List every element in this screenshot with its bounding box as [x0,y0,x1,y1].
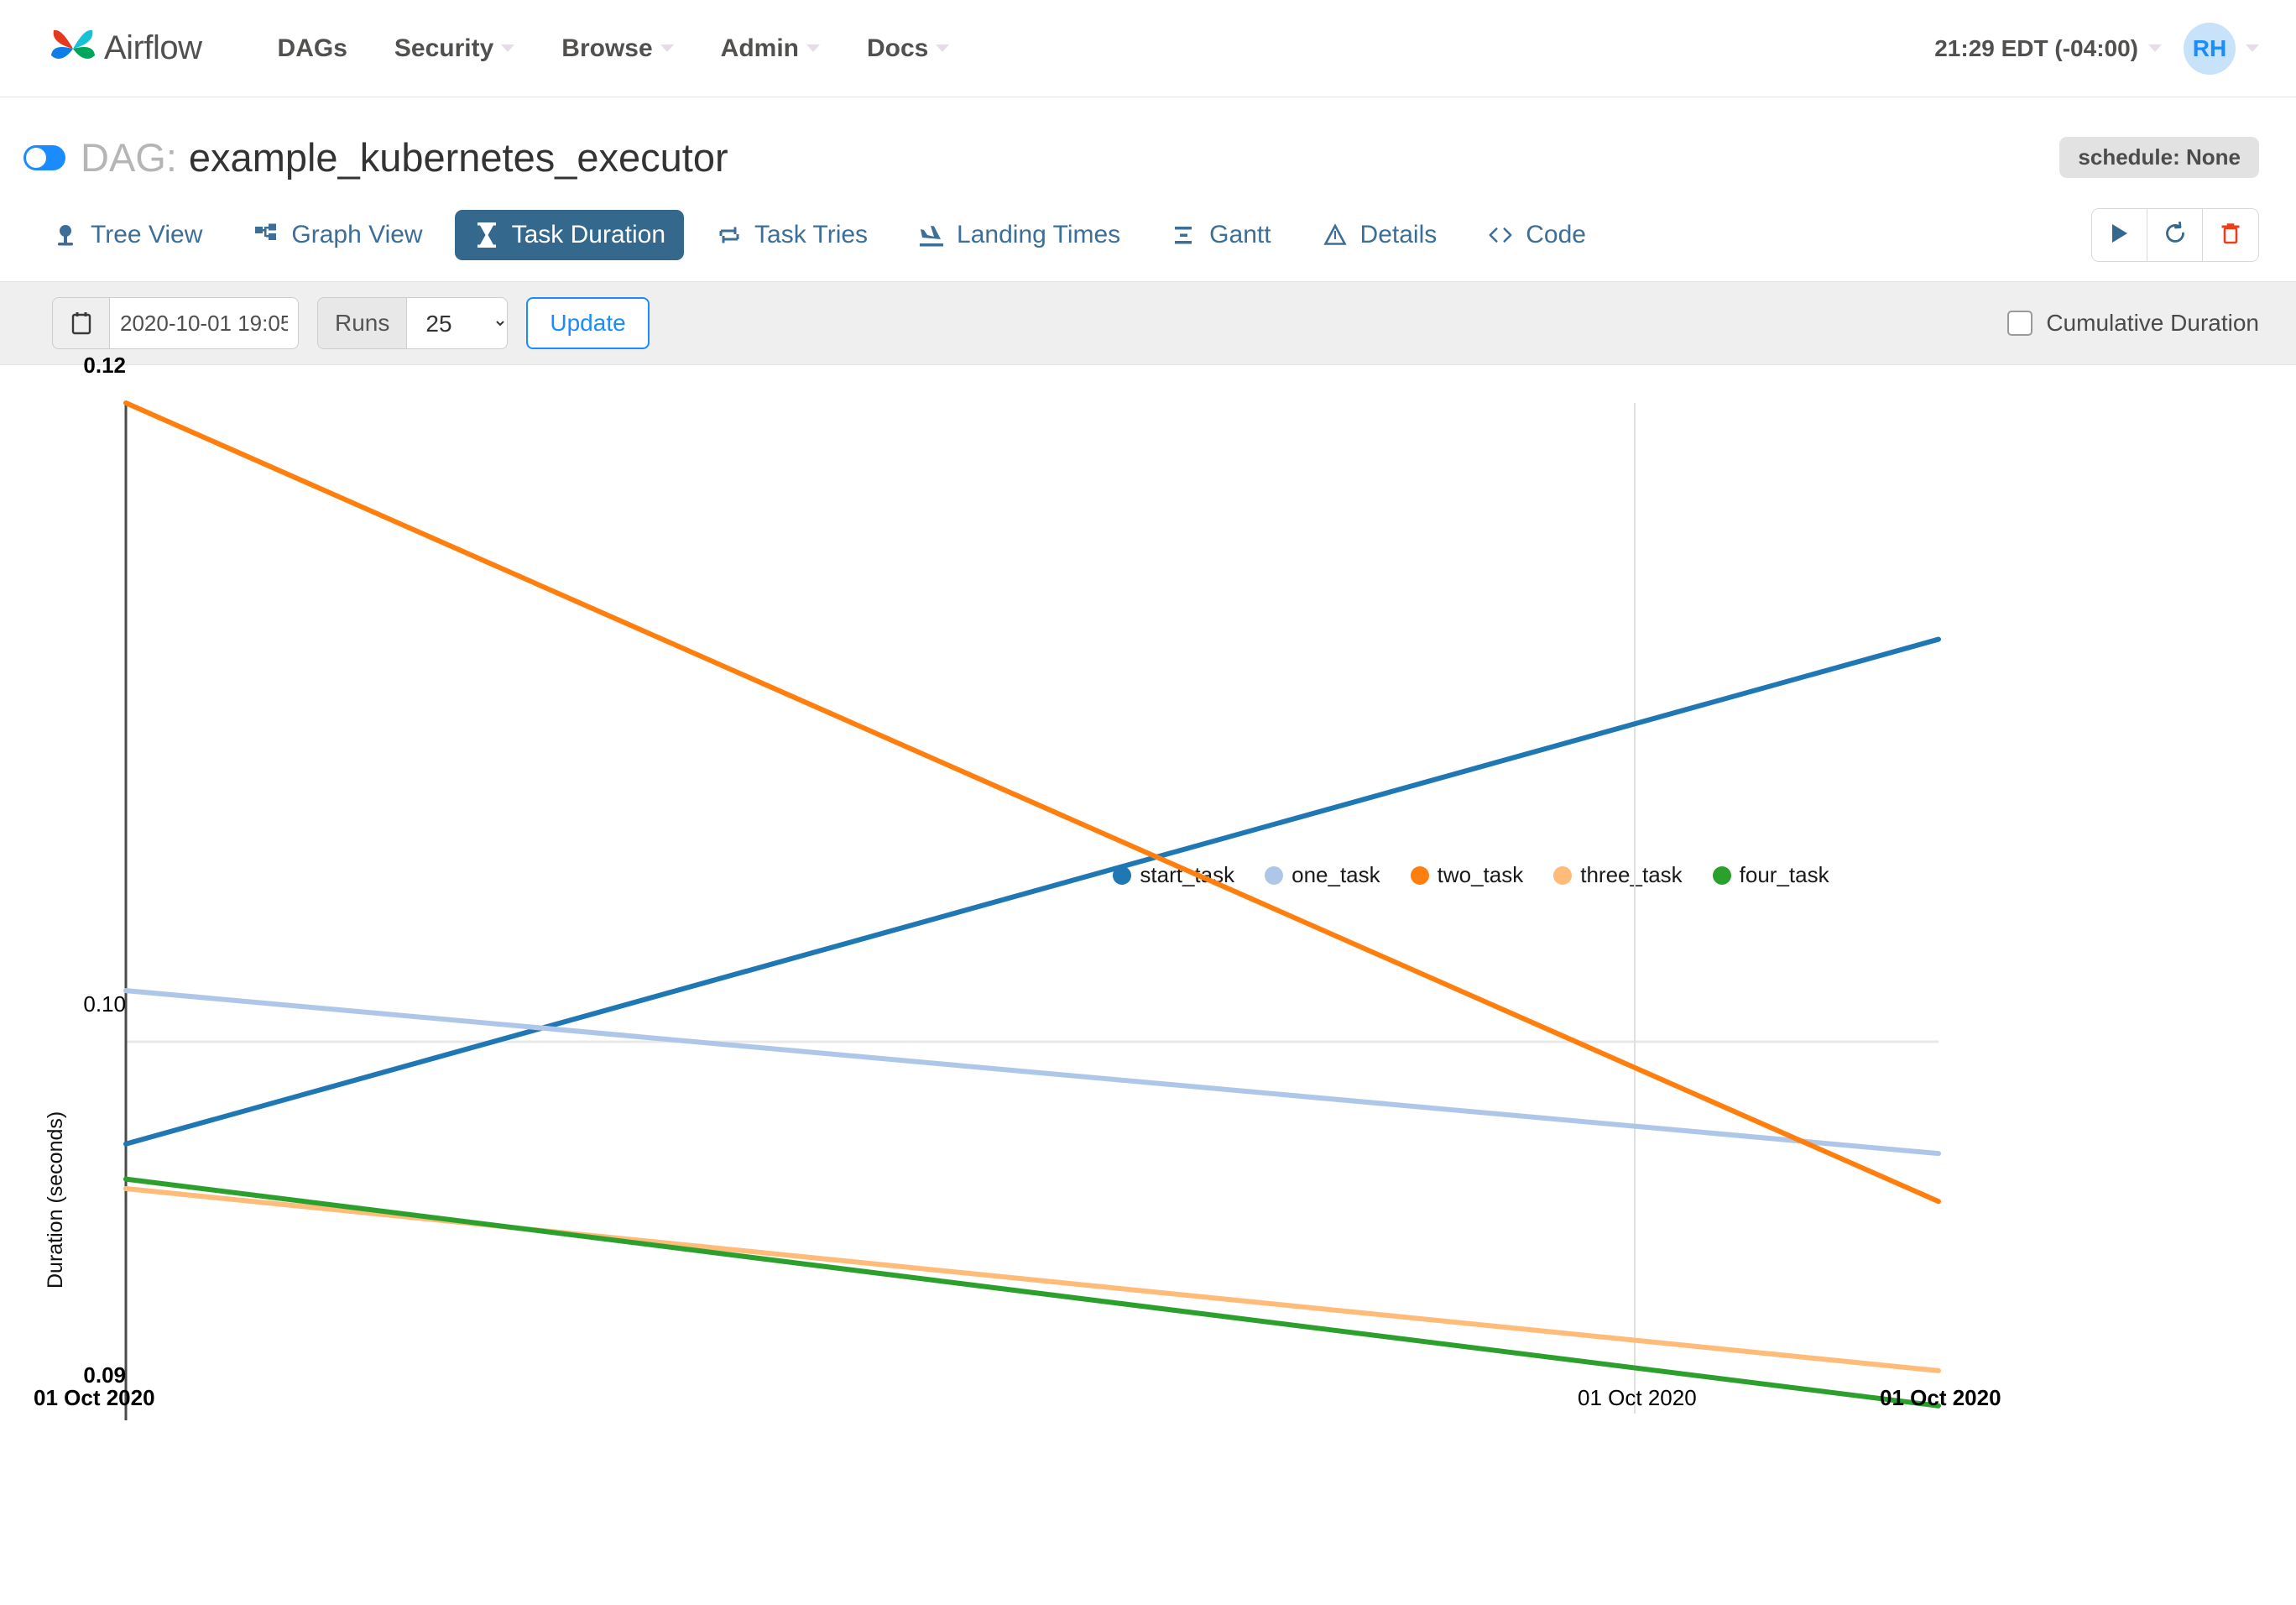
cumulative-duration-label: Cumulative Duration [2046,310,2259,336]
legend-label: three_task [1580,862,1683,887]
timezone-label: 21:29 EDT (-04:00) [1934,34,2138,61]
legend-item-three_task[interactable]: three_task [1553,862,1683,888]
chevron-down-icon [806,44,820,52]
legend-label: one_task [1292,862,1380,887]
page-title: example_kubernetes_executor [188,135,728,180]
play-icon [2109,222,2131,249]
refresh-icon [2163,221,2187,249]
legend-item-four_task[interactable]: four_task [1712,862,1829,888]
schedule-badge: schedule: None [2059,137,2259,178]
tree-icon [52,222,79,248]
timezone-selector[interactable]: 21:29 EDT (-04:00) [1934,35,2162,62]
legend-item-one_task[interactable]: one_task [1265,862,1380,888]
update-button[interactable]: Update [526,297,650,349]
hourglass-icon [473,222,500,248]
plane-landing-icon [918,222,945,248]
user-menu[interactable]: RH [2184,22,2259,75]
tab-gantt-label: Gantt [1209,221,1271,248]
x-tick-0: 01 Oct 2020 [34,1385,155,1410]
chevron-down-icon [936,44,950,52]
nav-item-security-label: Security [394,34,494,62]
nav-item-docs-label: Docs [866,34,929,62]
navbar: Airflow DAGs Security Browse Admin Docs … [0,0,2296,97]
navbar-right: 21:29 EDT (-04:00) RH [1934,22,2259,75]
tab-details-label: Details [1359,221,1438,248]
dag-tabbar: Tree View Graph View Task Duration Task … [0,201,2296,269]
trash-icon [2220,222,2241,249]
brand-logo-link[interactable]: Airflow [47,23,202,75]
code-brackets-icon [1487,222,1514,248]
y-tick-1: 0.10 [83,991,126,1017]
num-runs-select[interactable]: 25 [407,297,509,349]
chart-plot-svg [123,400,1941,1420]
date-picker-group [52,297,299,349]
dag-pause-toggle[interactable] [23,144,65,170]
chevron-down-icon [501,44,515,52]
dag-action-buttons [2091,208,2259,262]
task-duration-chart: start_task one_task two_task three_task … [0,353,2296,1473]
tab-graph-view-label: Graph View [291,221,423,248]
nav-item-admin[interactable]: Admin [697,34,843,63]
x-tick-2: 01 Oct 2020 [1880,1385,2001,1410]
tab-landing-times[interactable]: Landing Times [900,210,1139,260]
tab-landing-times-label: Landing Times [957,221,1121,248]
tab-code-label: Code [1526,221,1586,248]
dag-prefix-label: DAG: [81,135,177,180]
chart-y-axis-title: Duration (seconds) [44,1111,67,1289]
nav-item-dags-label: DAGs [277,34,347,62]
tab-tree-view[interactable]: Tree View [34,210,221,260]
tab-task-duration[interactable]: Task Duration [454,210,685,260]
retry-icon [716,222,743,248]
brand-text: Airflow [104,29,202,66]
tab-task-tries[interactable]: Task Tries [697,210,886,260]
delete-dag-button[interactable] [2203,209,2258,261]
tab-tree-view-label: Tree View [91,221,203,248]
trigger-dag-button[interactable] [2092,209,2147,261]
legend-label: two_task [1437,862,1524,887]
checkbox-box [2007,311,2033,336]
triangle-alert-icon [1322,222,1349,248]
legend-swatch [1265,865,1284,885]
chevron-down-icon [2148,44,2162,52]
nav-item-dags[interactable]: DAGs [254,34,371,63]
y-tick-2: 0.09 [83,1362,126,1388]
graph-icon [253,222,279,248]
x-tick-1: 01 Oct 2020 [1578,1385,1697,1410]
tab-code[interactable]: Code [1469,210,1605,260]
tab-gantt[interactable]: Gantt [1152,210,1289,260]
nav-item-browse[interactable]: Browse [538,34,697,63]
dag-header: DAG: example_kubernetes_executor schedul… [0,97,2296,196]
tab-graph-view[interactable]: Graph View [234,210,441,260]
legend-item-two_task[interactable]: two_task [1410,862,1524,888]
legend-swatch [1113,865,1132,885]
filter-bar: Runs 25 Update Cumulative Duration [0,281,2296,365]
nav-item-browse-label: Browse [561,34,653,62]
chevron-down-icon [660,44,674,52]
runs-label: Runs [317,297,408,349]
refresh-button[interactable] [2147,209,2203,261]
airflow-pinwheel-icon [47,23,99,75]
nav-item-docs[interactable]: Docs [843,34,973,63]
legend-swatch [1410,865,1429,885]
base-date-input[interactable] [109,297,299,349]
runs-group: Runs 25 [317,297,509,349]
tab-task-duration-label: Task Duration [511,221,666,248]
calendar-icon[interactable] [52,297,109,349]
legend-label: four_task [1739,862,1829,887]
nav-item-admin-label: Admin [720,34,799,62]
tab-details[interactable]: Details [1303,210,1456,260]
cumulative-duration-checkbox[interactable]: Cumulative Duration [2007,310,2259,337]
legend-swatch [1553,865,1573,885]
gantt-icon [1171,222,1198,248]
chevron-down-icon [2246,44,2259,52]
nav-item-security[interactable]: Security [371,34,538,63]
y-tick-0: 0.12 [83,353,126,378]
nav-links: DAGs Security Browse Admin Docs [254,34,973,63]
avatar: RH [2184,22,2236,75]
legend-swatch [1712,865,1731,885]
tab-task-tries-label: Task Tries [754,221,869,248]
